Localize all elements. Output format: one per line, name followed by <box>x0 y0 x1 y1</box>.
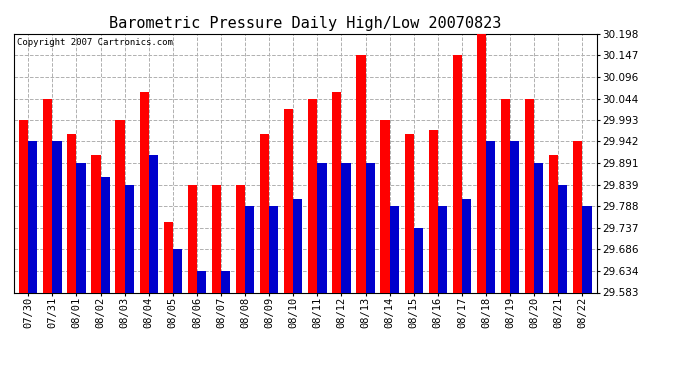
Bar <box>101 177 110 292</box>
Text: Copyright 2007 Cartronics.com: Copyright 2007 Cartronics.com <box>17 38 172 46</box>
Bar <box>404 134 414 292</box>
Bar <box>477 34 486 292</box>
Bar <box>91 155 101 292</box>
Bar <box>269 206 278 292</box>
Bar <box>462 199 471 292</box>
Bar <box>52 141 61 292</box>
Bar <box>414 228 423 292</box>
Bar <box>28 141 37 292</box>
Bar <box>236 185 245 292</box>
Bar <box>245 206 254 292</box>
Bar <box>366 163 375 292</box>
Bar <box>390 206 399 292</box>
Bar <box>149 155 158 292</box>
Bar <box>525 99 534 292</box>
Bar <box>77 163 86 292</box>
Bar <box>357 55 366 292</box>
Bar <box>438 206 447 292</box>
Bar <box>534 163 543 292</box>
Bar <box>284 109 293 292</box>
Bar <box>212 185 221 292</box>
Bar <box>221 271 230 292</box>
Bar <box>293 199 302 292</box>
Bar <box>172 249 182 292</box>
Bar <box>197 271 206 292</box>
Bar <box>19 120 28 292</box>
Bar <box>317 163 326 292</box>
Bar <box>549 155 558 292</box>
Bar <box>428 130 438 292</box>
Bar <box>188 185 197 292</box>
Bar <box>43 99 52 292</box>
Bar <box>125 185 134 292</box>
Bar <box>510 141 520 292</box>
Bar <box>501 99 510 292</box>
Bar <box>333 92 342 292</box>
Bar <box>342 163 351 292</box>
Bar <box>486 141 495 292</box>
Bar <box>260 134 269 292</box>
Bar <box>139 92 149 292</box>
Bar <box>573 141 582 292</box>
Bar <box>164 222 172 292</box>
Bar <box>68 134 77 292</box>
Bar <box>308 99 317 292</box>
Title: Barometric Pressure Daily High/Low 20070823: Barometric Pressure Daily High/Low 20070… <box>109 16 502 31</box>
Bar <box>558 185 567 292</box>
Bar <box>115 120 125 292</box>
Bar <box>582 206 591 292</box>
Bar <box>380 120 390 292</box>
Bar <box>453 55 462 292</box>
